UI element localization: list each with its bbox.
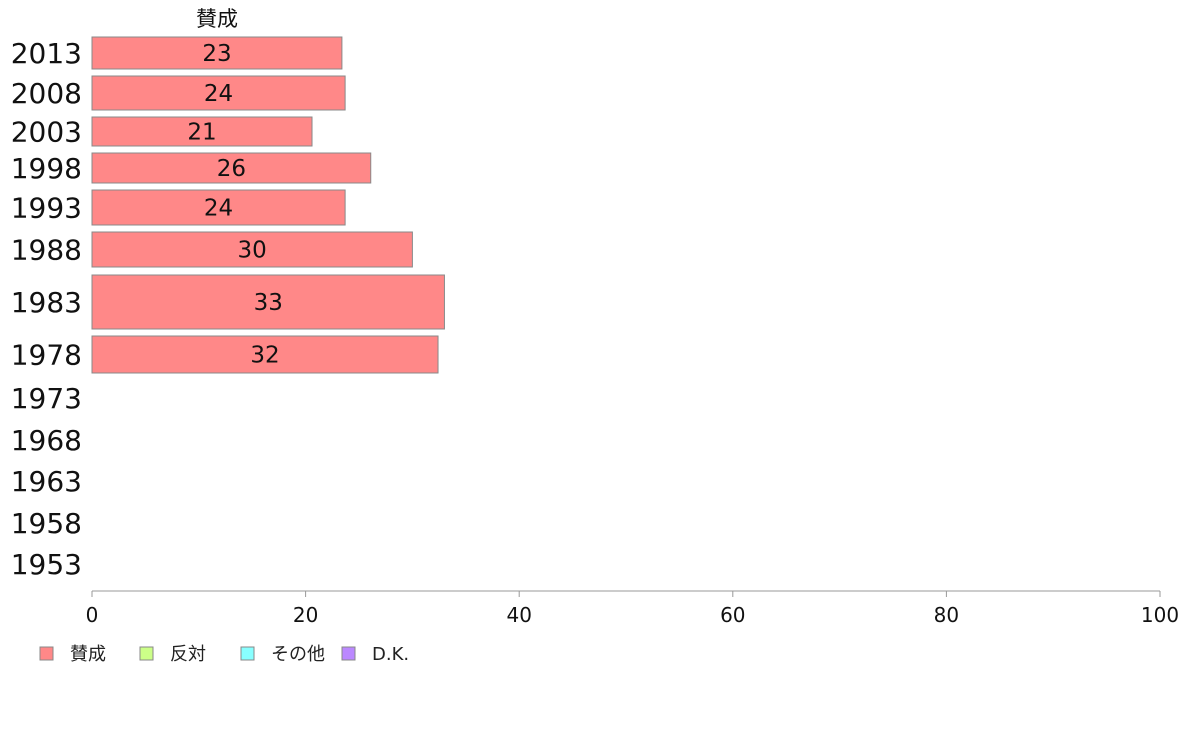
bar-label-2003: 21: [187, 120, 216, 146]
bar-1983: [91, 274, 445, 330]
x-tick-label-100: 100: [1141, 603, 1179, 627]
bar-1998: [91, 152, 372, 184]
x-tick-label-80: 80: [934, 603, 959, 627]
legend-swatch-0: [39, 646, 54, 661]
year-label-1978: 1978: [11, 339, 82, 372]
bar-label-1998: 26: [217, 156, 246, 182]
bar-label-2013: 23: [202, 41, 231, 67]
year-label-1968: 1968: [11, 424, 82, 457]
year-label-1998: 1998: [11, 152, 82, 185]
bar-label-1978: 32: [250, 343, 279, 369]
series-header: 賛成: [196, 7, 238, 31]
year-label-1958: 1958: [11, 507, 82, 540]
x-tick-label-60: 60: [720, 603, 745, 627]
bar-2008: [91, 75, 346, 111]
year-label-2003: 2003: [11, 116, 82, 149]
year-label-1993: 1993: [11, 192, 82, 225]
x-tick-label-40: 40: [506, 603, 531, 627]
bar-label-1988: 30: [238, 238, 267, 264]
year-label-1983: 1983: [11, 286, 82, 319]
legend-swatch-2: [240, 646, 255, 661]
legend-label-0: 賛成: [70, 644, 106, 665]
year-label-2013: 2013: [11, 37, 82, 70]
legend-swatch-3: [341, 646, 356, 661]
bar-1978: [91, 335, 439, 374]
legend-label-2: その他: [271, 644, 325, 665]
bar-label-1983: 33: [254, 290, 283, 316]
x-tick-label-20: 20: [293, 603, 318, 627]
bar-2013: [91, 36, 343, 70]
year-label-1963: 1963: [11, 465, 82, 498]
bar-1988: [91, 231, 413, 268]
x-tick-label-0: 0: [86, 603, 99, 627]
legend-swatch-1: [139, 646, 154, 661]
bar-2003: [91, 116, 313, 147]
legend-label-1: 反対: [170, 644, 206, 665]
bar-1993: [91, 189, 346, 226]
bar-label-2008: 24: [204, 81, 233, 107]
legend: 賛成 反対 その他 D.K.: [39, 644, 409, 665]
bar-label-1993: 24: [204, 196, 233, 222]
year-label-1988: 1988: [11, 234, 82, 267]
year-label-1953: 1953: [11, 548, 82, 581]
x-axis: 0 20 40 60 80 100: [86, 590, 1179, 627]
year-label-2008: 2008: [11, 77, 82, 110]
year-label-1973: 1973: [11, 382, 82, 415]
legend-label-3: D.K.: [372, 644, 409, 665]
